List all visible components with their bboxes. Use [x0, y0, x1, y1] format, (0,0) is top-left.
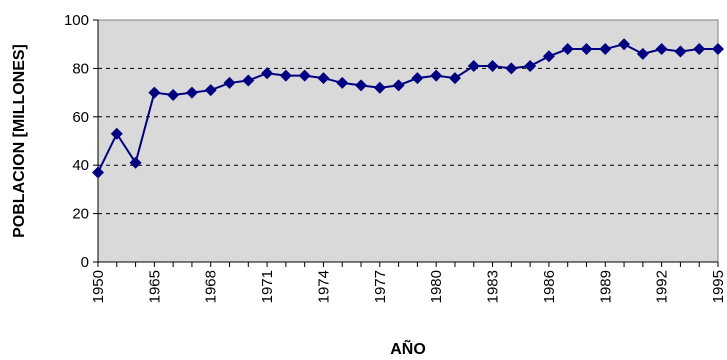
x-tick-label: 1995 — [710, 270, 727, 303]
data-point-1970 — [242, 74, 255, 87]
x-tick-label: 1983 — [485, 270, 502, 303]
data-point-1980 — [430, 69, 443, 82]
y-tick-label: 20 — [72, 206, 89, 223]
data-point-1982 — [467, 59, 480, 72]
x-axis-title: AÑO — [390, 338, 426, 358]
x-tick-label: 1980 — [428, 270, 445, 303]
x-tick-label: 1986 — [541, 270, 558, 303]
data-point-1955 — [110, 127, 123, 140]
data-point-1978 — [392, 79, 405, 92]
series-group — [92, 38, 724, 179]
data-point-1967 — [185, 86, 198, 99]
data-point-1985 — [524, 59, 537, 72]
data-point-1973 — [298, 69, 311, 82]
x-tick-label: 1950 — [90, 270, 107, 303]
data-point-1984 — [505, 62, 518, 75]
data-point-1960 — [129, 156, 142, 169]
x-axis-ticks: 1950 1965 1968 1971 1974 1977 1980 1983 1986 1989… — [90, 262, 727, 303]
x-tick-label: 1989 — [597, 270, 614, 303]
x-tick-label: 1965 — [146, 270, 163, 303]
data-point-1968 — [204, 84, 217, 97]
data-point-1971 — [261, 67, 274, 80]
x-tick-label: 1968 — [203, 270, 220, 303]
data-point-1965 — [148, 86, 161, 99]
data-point-1969 — [223, 76, 236, 89]
y-tick-label: 100 — [64, 12, 89, 29]
data-point-1975 — [336, 76, 349, 89]
y-axis-title: POBLACION [MILLONES] — [11, 44, 28, 238]
y-tick-label: 0 — [81, 254, 89, 271]
data-point-1990 — [618, 38, 631, 51]
data-point-1974 — [317, 72, 330, 85]
data-point-1983 — [486, 59, 499, 72]
data-point-1979 — [411, 72, 424, 85]
data-point-1988 — [580, 43, 593, 56]
x-tick-label: 1992 — [654, 270, 671, 303]
data-point-1966 — [167, 89, 180, 102]
data-point-1991 — [636, 47, 649, 60]
y-tick-label: 40 — [72, 157, 89, 174]
y-axis-ticks: 0 20 40 60 80 100 — [64, 12, 98, 271]
data-point-1972 — [279, 69, 292, 82]
x-tick-label: 1971 — [259, 270, 276, 303]
data-point-1995 — [712, 43, 724, 56]
data-point-1993 — [674, 45, 687, 58]
series-line — [97, 43, 718, 173]
data-point-1976 — [355, 79, 368, 92]
x-tick-label: 1977 — [372, 270, 389, 303]
data-point-1981 — [448, 72, 461, 85]
axes — [97, 20, 718, 263]
data-point-1950 — [92, 166, 104, 179]
data-point-1989 — [599, 43, 612, 56]
data-point-1994 — [693, 43, 706, 56]
plot-area — [97, 19, 719, 263]
data-point-1986 — [542, 50, 555, 63]
y-tick-label: 80 — [72, 60, 89, 77]
data-point-1977 — [373, 81, 386, 94]
x-tick-label: 1974 — [315, 270, 332, 303]
data-point-1992 — [655, 43, 668, 56]
data-point-1987 — [561, 43, 574, 56]
y-tick-label: 60 — [72, 109, 89, 126]
